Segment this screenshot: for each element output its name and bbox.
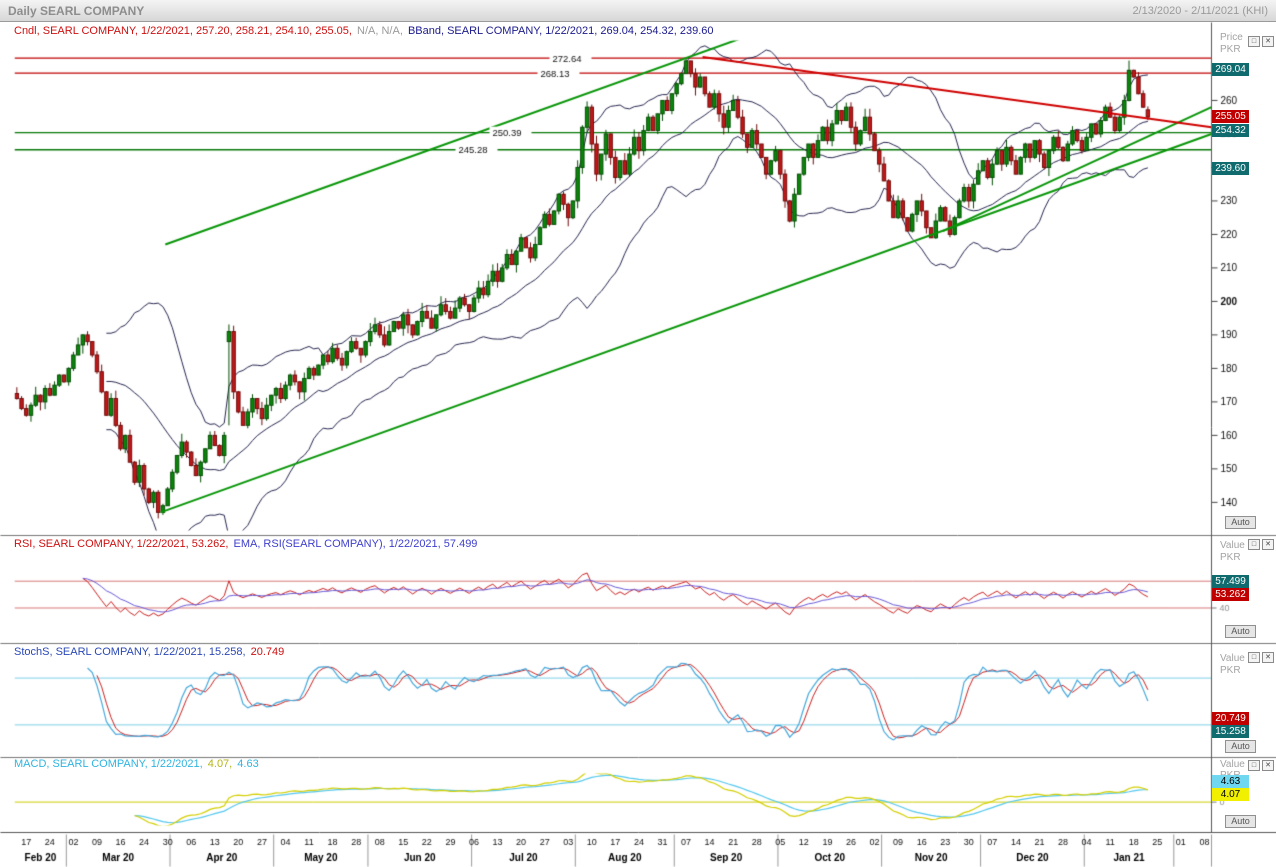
- chart-canvas[interactable]: [0, 22, 1276, 867]
- axis-value-badge-rsi: 57.499: [1212, 574, 1249, 588]
- price-legend: Cndl, SEARL COMPANY, 1/22/2021, 257.20, …: [14, 25, 716, 37]
- close-icon[interactable]: ✕: [1262, 760, 1274, 771]
- close-icon[interactable]: ✕: [1262, 539, 1274, 550]
- legend-macd-signal-value: 4.63: [237, 758, 259, 770]
- legend-stoch-d-value: 20.749: [250, 646, 285, 658]
- window-titlebar[interactable]: Daily SEARL COMPANY 2/13/2020 - 2/11/202…: [0, 0, 1276, 22]
- price-panel-controls: □ ✕: [1248, 36, 1274, 47]
- axis-value-badge-price: 239.60: [1212, 161, 1249, 175]
- macd-axis-unit: Value: [1220, 759, 1245, 770]
- auto-scale-button-rsi[interactable]: Auto: [1225, 625, 1256, 638]
- legend-na-values: N/A, N/A,: [357, 25, 406, 37]
- window-date-range: 2/13/2020 - 2/11/2021 (KHI): [1132, 4, 1268, 17]
- window-title: Daily SEARL COMPANY: [8, 3, 145, 18]
- auto-scale-button-stoch[interactable]: Auto: [1225, 740, 1256, 753]
- price-axis-currency: PKR: [1220, 44, 1241, 55]
- macd-panel-controls: □ ✕: [1248, 760, 1274, 771]
- stoch-axis-currency: PKR: [1220, 665, 1241, 676]
- legend-rsi-ema-values: EMA, RSI(SEARL COMPANY), 1/22/2021, 57.4…: [233, 538, 478, 550]
- legend-rsi-values: RSI, SEARL COMPANY, 1/22/2021, 53.262,: [14, 538, 232, 550]
- close-icon[interactable]: ✕: [1262, 36, 1274, 47]
- legend-macd-value: 4.07,: [207, 758, 236, 770]
- restore-icon[interactable]: □: [1248, 652, 1260, 663]
- rsi-axis-currency: PKR: [1220, 552, 1241, 563]
- restore-icon[interactable]: □: [1248, 539, 1260, 550]
- auto-scale-button-macd[interactable]: Auto: [1225, 815, 1256, 828]
- stoch-panel-controls: □ ✕: [1248, 652, 1274, 663]
- legend-stoch-values: StochS, SEARL COMPANY, 1/22/2021, 15.258…: [14, 646, 249, 658]
- axis-value-badge-stoch: 15.258: [1212, 725, 1249, 739]
- stoch-legend: StochS, SEARL COMPANY, 1/22/2021, 15.258…: [14, 646, 286, 658]
- legend-macd-values: MACD, SEARL COMPANY, 1/22/2021,: [14, 758, 206, 770]
- stoch-axis-unit: Value: [1220, 653, 1245, 664]
- axis-value-badge-macd: 4.63: [1212, 774, 1249, 788]
- close-icon[interactable]: ✕: [1262, 652, 1274, 663]
- restore-icon[interactable]: □: [1248, 760, 1260, 771]
- rsi-legend: RSI, SEARL COMPANY, 1/22/2021, 53.262, E…: [14, 538, 479, 550]
- restore-icon[interactable]: □: [1248, 36, 1260, 47]
- auto-scale-button-price[interactable]: Auto: [1225, 516, 1256, 529]
- price-axis-unit: Price: [1220, 32, 1243, 43]
- rsi-panel-controls: □ ✕: [1248, 539, 1274, 550]
- axis-value-badge-stoch: 20.749: [1212, 711, 1249, 725]
- axis-value-badge-price: 269.04: [1212, 63, 1249, 77]
- axis-value-badge-price: 254.32: [1212, 123, 1249, 137]
- rsi-axis-unit: Value: [1220, 540, 1245, 551]
- legend-candle-values: Cndl, SEARL COMPANY, 1/22/2021, 257.20, …: [14, 25, 356, 37]
- legend-bband-values: BBand, SEARL COMPANY, 1/22/2021, 269.04,…: [407, 25, 714, 37]
- axis-value-badge-price: 255.05: [1212, 110, 1249, 124]
- macd-legend: MACD, SEARL COMPANY, 1/22/2021, 4.07, 4.…: [14, 758, 261, 770]
- axis-value-badge-rsi: 53.262: [1212, 588, 1249, 602]
- axis-value-badge-macd: 4.07: [1212, 788, 1249, 802]
